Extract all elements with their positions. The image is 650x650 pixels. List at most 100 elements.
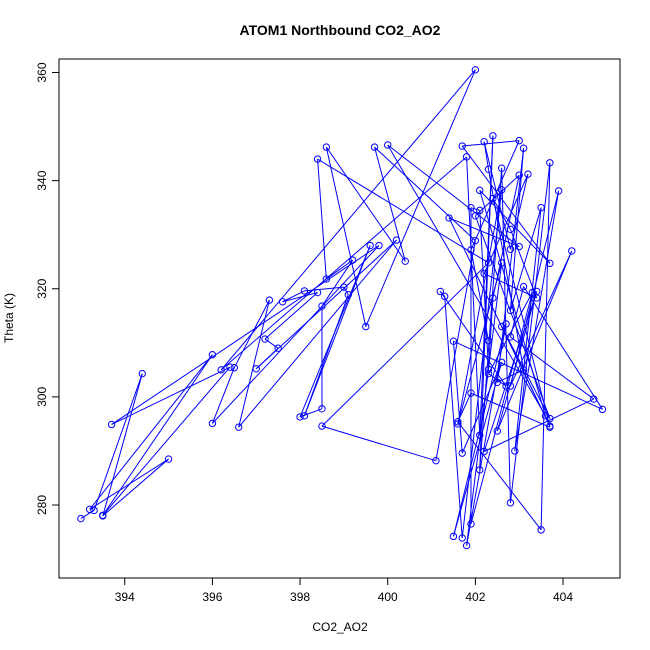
series-line-segment [483, 141, 490, 170]
series-line-segment [111, 245, 380, 425]
series-line-segment [470, 292, 533, 525]
data-point [489, 294, 497, 302]
series-line-segment [483, 398, 594, 452]
series-line-segment [111, 366, 231, 425]
data-point [449, 337, 458, 345]
series-line-segment [321, 425, 437, 462]
series-line-segment [462, 140, 520, 147]
data-point [480, 269, 488, 278]
data-point [462, 153, 471, 161]
data-point [234, 423, 243, 431]
series-line-segment [303, 245, 371, 416]
series-line-segment [470, 207, 480, 211]
data-point [519, 282, 528, 291]
data-point [278, 298, 287, 306]
data-point [546, 159, 554, 167]
series-line-segment [444, 296, 463, 539]
data-point [546, 422, 554, 430]
series-line-segment [211, 367, 235, 424]
data-point [502, 382, 510, 390]
series-line-segment [325, 146, 406, 262]
series-line-segment [470, 249, 490, 341]
data-point [318, 302, 326, 310]
series-line-segment [102, 354, 213, 516]
data-point [519, 144, 528, 152]
series-line-segment [453, 340, 603, 410]
series-line-segment [466, 323, 507, 546]
series-line-segment [439, 291, 507, 387]
data-point [362, 322, 370, 331]
data-point [484, 369, 493, 378]
series-line-segment [470, 140, 520, 251]
series-line-segment [488, 292, 533, 374]
data-point [313, 288, 322, 297]
series-line-segment [496, 250, 573, 432]
x-tick-label: 402 [465, 590, 485, 604]
series-line-segment [374, 146, 406, 262]
data-point [537, 526, 545, 534]
plot-frame [58, 58, 621, 579]
data-point [506, 499, 515, 507]
series-line-segment [474, 215, 551, 419]
series-line-segment [238, 239, 397, 428]
series-line-segment [466, 262, 503, 546]
series-line-segment [365, 69, 476, 327]
series-line-segment [264, 338, 279, 349]
series-line-segment [387, 144, 546, 417]
data-point [217, 366, 225, 374]
data-point [392, 236, 401, 244]
data-point [274, 344, 282, 352]
data-point [471, 66, 480, 74]
series-line-segment [102, 373, 143, 516]
data-point [515, 171, 523, 179]
data-point [375, 241, 383, 250]
data-point [484, 165, 493, 173]
series-line-segment [540, 162, 551, 530]
data-point [506, 382, 515, 390]
series-line-segment [461, 145, 551, 264]
series-line-segment [509, 162, 551, 503]
data-point [300, 412, 309, 420]
data-point [533, 287, 541, 296]
series-line-segment [452, 323, 507, 537]
series-line-segment [488, 297, 494, 370]
data-point [515, 242, 523, 251]
series-line-segment [304, 286, 344, 292]
data-point [489, 194, 497, 203]
data-point [366, 241, 374, 250]
x-axis-title: CO2_AO2 [312, 620, 368, 634]
series-line-segment [264, 292, 318, 340]
series-line-segment [255, 347, 279, 370]
series-line-segment [457, 421, 542, 531]
series-line-segment [470, 392, 551, 428]
series-line-segment [457, 189, 503, 425]
y-tick-label: 320 [35, 278, 49, 298]
data-point [493, 427, 501, 435]
data-point [138, 369, 146, 378]
data-point [506, 306, 515, 315]
data-point [467, 389, 475, 397]
series-line-segment [238, 300, 270, 428]
series-line-segment [448, 217, 551, 427]
data-point [226, 363, 234, 371]
series-line-segment [93, 373, 143, 511]
series-line-segment [321, 262, 489, 427]
data-point [449, 532, 458, 541]
data-point [300, 287, 309, 295]
data-point [467, 246, 475, 254]
data-point [318, 422, 326, 430]
series-line-segment [317, 158, 327, 280]
data-point [524, 170, 532, 178]
series-line-segment [452, 341, 463, 454]
data-point [493, 378, 501, 386]
series-line-segment [387, 144, 520, 247]
data-point [484, 365, 493, 374]
data-point [554, 187, 563, 195]
data-point [99, 511, 107, 519]
data-point [401, 257, 409, 265]
data-point [484, 259, 493, 267]
series-line-segment [212, 245, 380, 424]
data-point [252, 365, 260, 373]
series-line-segment [479, 190, 546, 416]
